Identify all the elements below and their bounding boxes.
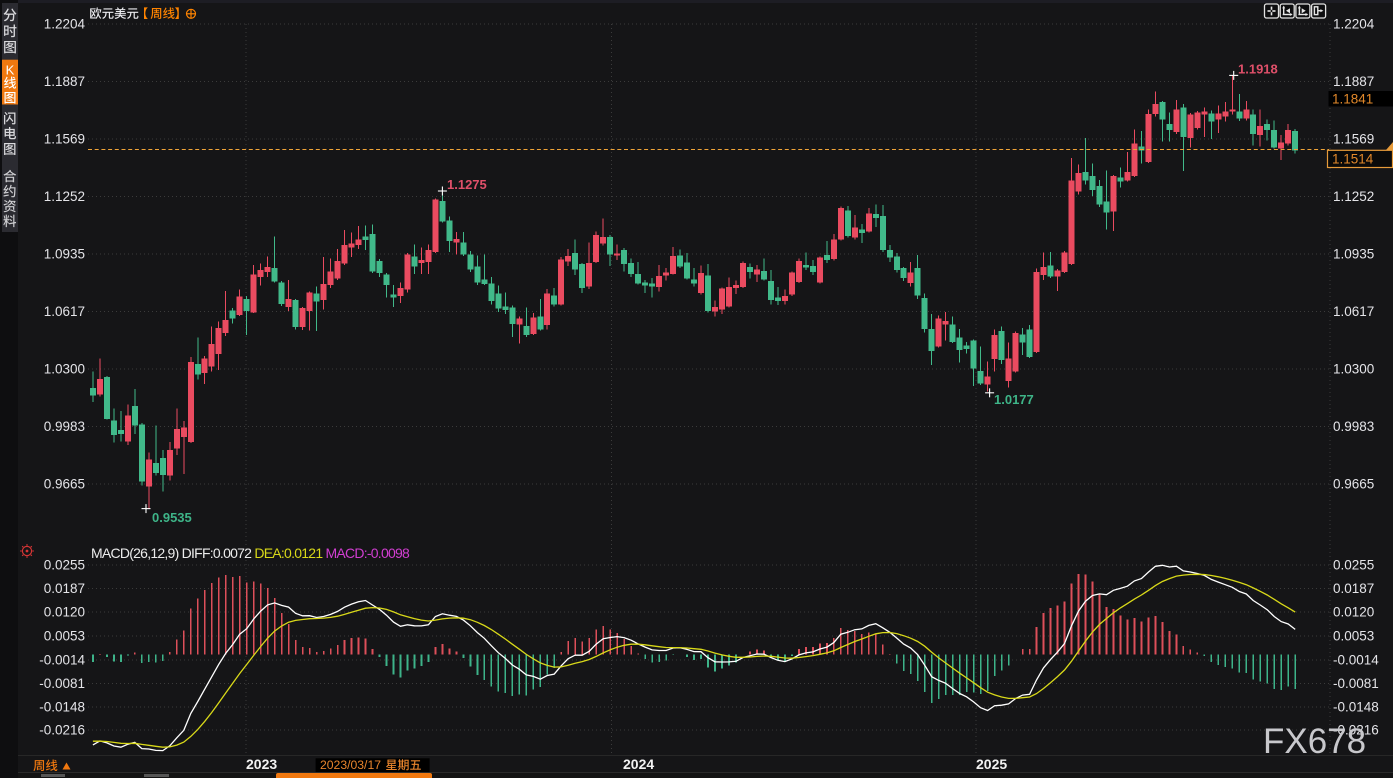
svg-text:1.0935: 1.0935: [1333, 246, 1374, 261]
svg-text:1.0177: 1.0177: [994, 392, 1034, 407]
svg-text:1.1569: 1.1569: [44, 131, 85, 146]
svg-text:-0.0216: -0.0216: [39, 723, 85, 738]
svg-text:0.0187: 0.0187: [1333, 581, 1374, 596]
svg-text:0.9665: 0.9665: [1333, 477, 1374, 492]
svg-text:1.2204: 1.2204: [44, 17, 86, 32]
svg-text:1.1252: 1.1252: [1333, 189, 1374, 204]
svg-text:2023/03/17: 2023/03/17: [320, 758, 381, 772]
svg-text:-0.0216: -0.0216: [1333, 723, 1379, 738]
svg-text:1.1887: 1.1887: [1333, 74, 1374, 89]
svg-text:1.0935: 1.0935: [44, 246, 85, 261]
svg-text:0.0053: 0.0053: [44, 629, 85, 644]
svg-text:0.0053: 0.0053: [1333, 629, 1374, 644]
svg-text:-0.0014: -0.0014: [39, 652, 85, 667]
svg-text:-0.0148: -0.0148: [1333, 700, 1379, 715]
svg-text:1.1918: 1.1918: [1238, 62, 1278, 77]
svg-text:-0.0081: -0.0081: [39, 676, 85, 691]
svg-text:1.1252: 1.1252: [44, 189, 85, 204]
svg-text:1.0617: 1.0617: [44, 304, 85, 319]
svg-text:-0.0014: -0.0014: [1333, 652, 1379, 667]
svg-text:0.0120: 0.0120: [1333, 605, 1374, 620]
svg-text:0.0255: 0.0255: [44, 557, 85, 572]
svg-text:1.1887: 1.1887: [44, 74, 85, 89]
svg-text:-0.0081: -0.0081: [1333, 676, 1379, 691]
svg-text:0.9983: 0.9983: [1333, 419, 1374, 434]
svg-text:0.0120: 0.0120: [44, 605, 85, 620]
svg-text:0.9535: 0.9535: [152, 510, 192, 525]
svg-text:1.1569: 1.1569: [1333, 131, 1374, 146]
svg-text:1.1514: 1.1514: [1332, 152, 1374, 167]
svg-text:1.1275: 1.1275: [447, 177, 487, 192]
svg-text:0.0255: 0.0255: [1333, 557, 1374, 572]
svg-text:0.9983: 0.9983: [44, 419, 85, 434]
svg-text:1.0617: 1.0617: [1333, 304, 1374, 319]
svg-text:1.0300: 1.0300: [44, 362, 85, 377]
svg-text:-0.0148: -0.0148: [39, 700, 85, 715]
svg-text:1.2204: 1.2204: [1333, 17, 1375, 32]
svg-text:1.1841: 1.1841: [1332, 91, 1373, 106]
svg-text:1.0300: 1.0300: [1333, 362, 1374, 377]
svg-text:0.9665: 0.9665: [44, 477, 85, 492]
svg-text:0.0187: 0.0187: [44, 581, 85, 596]
svg-text:K: K: [6, 63, 15, 78]
